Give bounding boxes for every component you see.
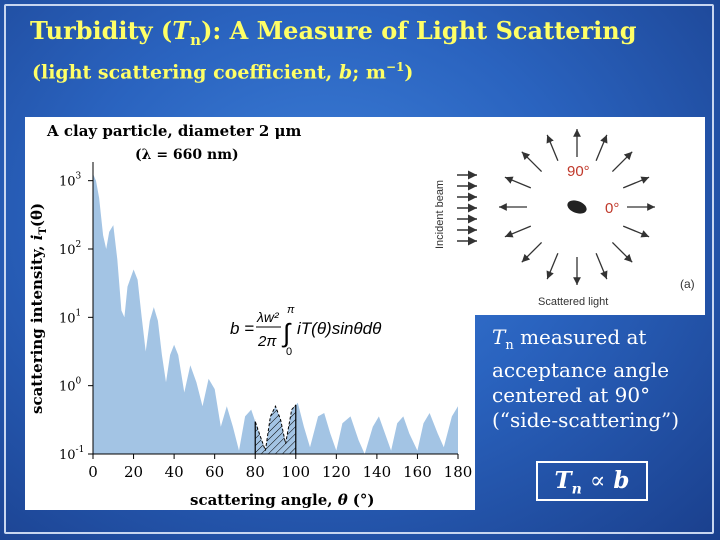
annotation-line-2: acceptance angle [492, 358, 670, 382]
x-tick-label: 160 [403, 463, 432, 481]
x-tick-label: 40 [165, 463, 184, 481]
clay-particle [567, 200, 587, 214]
scattered-arrow [595, 134, 608, 162]
xlabel-variable: θ [338, 491, 348, 509]
annotation-subscript: n [505, 338, 514, 353]
equation-upper-limit: π [287, 304, 295, 316]
scattering-diagram: Incident beam 90° 0° Scattered light (a) [434, 129, 695, 308]
x-tick-label: 20 [124, 463, 143, 481]
equation-lhs: b = [230, 319, 254, 338]
side-scatter-hatch [255, 405, 296, 454]
scattering-diagram-panel: Incident beam 90° 0° Scattered light (a) [425, 117, 705, 315]
scattered-arrow [521, 241, 543, 263]
subtitle-variable: b [338, 61, 353, 84]
chart-wavelength: (λ = 660 nm) [135, 147, 239, 163]
subtitle-prefix: (light scattering coefficient, [32, 61, 339, 84]
equation-numerator: λw² [256, 309, 280, 325]
annotation-line-1: Tn measured at [492, 325, 679, 358]
equation-lower-limit: 0 [286, 346, 292, 358]
angle-0-label: 0° [605, 200, 619, 217]
scattered-arrow [611, 151, 633, 173]
annotation-line-4: (“side-scattering”) [492, 408, 680, 432]
equation-integrand: iT(θ)sinθdθ [297, 319, 382, 338]
scattered-arrow [504, 176, 532, 189]
equation-denominator: 2π [257, 333, 277, 350]
proportional-symbol: ∝ [589, 468, 606, 494]
integral-sign: ∫ [281, 318, 292, 348]
title-symbol: T [172, 16, 191, 45]
ylabel-subscript: T [38, 227, 49, 235]
equation: b = λw² 2π π ∫ 0 iT(θ)sinθdθ [230, 304, 382, 358]
scattered-light-label: Scattered light [538, 296, 608, 308]
title-prefix: Turbidity ( [30, 16, 173, 45]
subtitle-superscript: −1 [385, 60, 405, 74]
scattered-arrow [546, 134, 559, 162]
ylabel-variable: i [28, 234, 46, 240]
y-tick-label: 102 [59, 240, 81, 258]
annotation-variable: T [492, 325, 506, 349]
title-subscript: n [190, 30, 202, 49]
proportionality-box: Tn ∝ b [536, 461, 648, 501]
scattered-arrow [622, 225, 650, 238]
y-tick-label: 101 [59, 308, 81, 326]
scattering-chart: A clay particle, diameter 2 μm (λ = 660 … [28, 122, 472, 509]
x-axis-label: scattering angle, θ (°) [190, 491, 374, 509]
angle-90-label: 90° [567, 163, 590, 180]
x-tick-label: 120 [322, 463, 351, 481]
panel-tag: (a) [680, 277, 695, 291]
relation-rhs: b [613, 467, 630, 494]
chart-panel: A clay particle, diameter 2 μm (λ = 660 … [25, 117, 475, 510]
xlabel-text: scattering angle, [190, 491, 338, 509]
relation-variable: T [554, 467, 572, 494]
chart-heading: A clay particle, diameter 2 μm [46, 122, 301, 140]
x-tick-label: 140 [363, 463, 392, 481]
x-tick-label: 180 [444, 463, 473, 481]
scattered-arrow [521, 151, 543, 173]
intensity-area [93, 173, 458, 455]
slide-subtitle: (light scattering coefficient, b; m−1) [32, 60, 413, 83]
ylabel-argument: (θ) [28, 203, 46, 227]
subtitle-suffix: ; m [352, 61, 386, 84]
scattered-arrow [546, 252, 559, 280]
ylabel-text: scattering intensity, [28, 240, 46, 414]
scattered-arrow [504, 225, 532, 238]
x-tick-label: 60 [205, 463, 224, 481]
y-tick-label: 100 [59, 377, 82, 395]
subtitle-end: ) [404, 61, 414, 84]
annotation-line-1-text: measured at [513, 325, 647, 349]
annotation-line-3: centered at 90° [492, 383, 651, 407]
scattered-arrow [622, 176, 650, 189]
relation-subscript: n [571, 481, 582, 498]
plot-area: 0 20 40 60 80 100 120 140 160 180 103 102 101 100 10-… [59, 162, 472, 481]
y-tick-label: 10-1 [59, 445, 84, 463]
scattered-arrow [611, 241, 633, 263]
x-tick-label: 0 [88, 463, 98, 481]
xlabel-unit: (°) [353, 491, 375, 509]
slide-title: Turbidity (Tn): A Measure of Light Scatt… [30, 16, 637, 49]
incident-beam-label: Incident beam [434, 180, 446, 249]
y-tick-label: 103 [59, 172, 82, 190]
x-tick-label: 100 [281, 463, 310, 481]
scattered-arrow [595, 252, 608, 280]
title-suffix: ): A Measure of Light Scattering [201, 16, 637, 45]
annotation-text: Tn measured at acceptance angle centered… [492, 325, 679, 433]
x-tick-label: 80 [246, 463, 265, 481]
y-axis-label: scattering intensity, iT(θ) [28, 203, 49, 414]
